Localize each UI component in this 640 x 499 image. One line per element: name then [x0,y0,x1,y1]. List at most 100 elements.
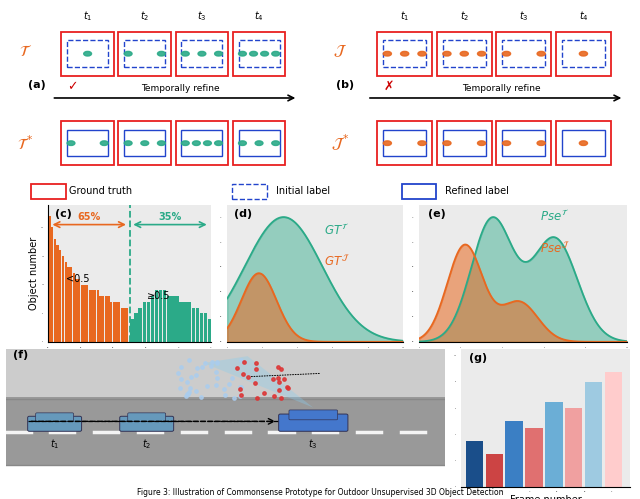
Circle shape [157,141,165,146]
Bar [6,349,445,401]
Text: $t_3$: $t_3$ [308,438,318,451]
Text: $t_2$: $t_2$ [460,9,469,23]
Point [182,378,192,386]
Bar [443,130,486,157]
Point [191,387,201,395]
Circle shape [214,141,223,146]
Point [236,356,246,364]
Circle shape [260,51,269,56]
Bar [118,302,120,342]
Bar [497,121,551,165]
Point [202,382,212,390]
Point [173,369,183,377]
Circle shape [401,51,409,56]
Bar [118,31,171,76]
Point [212,359,222,367]
Circle shape [537,51,545,56]
Bar [183,302,187,342]
Bar [143,302,146,342]
Bar [239,130,280,157]
Bar [437,121,492,165]
Circle shape [84,51,92,56]
Bar [239,40,280,67]
Point [186,373,196,381]
Bar [124,307,125,342]
Circle shape [239,51,246,56]
Bar [124,40,165,67]
Point [276,394,286,402]
Circle shape [100,141,108,146]
Bar [131,319,134,342]
Bar [67,130,108,157]
Point [273,363,283,371]
Bar [104,296,107,342]
Text: (e): (e) [428,209,445,219]
Bar [556,121,611,165]
Bar [59,250,61,342]
Bar [31,184,66,199]
Circle shape [418,141,426,146]
Bar [585,382,602,487]
Circle shape [214,51,223,56]
Point [184,388,194,396]
Circle shape [181,141,189,146]
Point [236,391,246,399]
Bar [486,454,503,487]
Bar [502,130,545,157]
Circle shape [502,51,511,56]
Text: $t_2$: $t_2$ [142,438,152,451]
Bar [86,284,88,342]
Text: $\mathcal{J}$: $\mathcal{J}$ [333,43,348,59]
Text: ✓: ✓ [67,80,78,93]
Point [184,356,194,364]
Text: $GT^\mathcal{J}$: $GT^\mathcal{J}$ [324,255,349,269]
Text: $t_1$: $t_1$ [400,9,410,23]
Bar [204,313,207,342]
Bar [94,290,96,342]
Text: Temporally refine: Temporally refine [141,84,220,93]
Circle shape [250,51,257,56]
Bar [377,121,432,165]
Bar [88,290,91,342]
Text: (f): (f) [13,350,28,360]
Point [192,364,202,372]
Bar [99,296,102,342]
Point [282,383,292,391]
Bar [70,267,72,342]
Point [250,365,260,373]
Circle shape [193,141,200,146]
Bar [466,441,483,487]
Bar [56,245,59,342]
Bar [179,302,183,342]
Circle shape [67,141,75,146]
Point [274,386,284,394]
Point [205,362,216,370]
Bar [506,421,523,487]
Bar [437,31,492,76]
Bar [443,40,486,67]
Text: 35%: 35% [159,212,182,222]
Bar [76,279,77,342]
Text: Figure 3: Illustration of Commonsense Prototype for Outdoor Unsupervised 3D Obje: Figure 3: Illustration of Commonsense Pr… [137,488,503,497]
Bar [556,31,611,76]
Text: (d): (d) [234,209,252,219]
X-axis label: Box length: Box length [497,350,550,360]
Point [212,358,223,366]
Bar [126,307,128,342]
Bar [97,290,99,342]
X-axis label: Max IoU with GT: Max IoU with GT [90,350,170,360]
Circle shape [579,141,588,146]
Bar [175,31,228,76]
Point [278,375,289,383]
Bar [121,307,123,342]
X-axis label: Box length: Box length [289,350,342,360]
Circle shape [443,141,451,146]
Circle shape [181,51,189,56]
Text: (c): (c) [54,209,72,219]
Bar [163,290,166,342]
Text: $\mathcal{T}^*$: $\mathcal{T}^*$ [17,134,35,153]
Polygon shape [204,356,314,408]
Circle shape [198,51,206,56]
Bar [171,296,175,342]
Bar [181,40,223,67]
